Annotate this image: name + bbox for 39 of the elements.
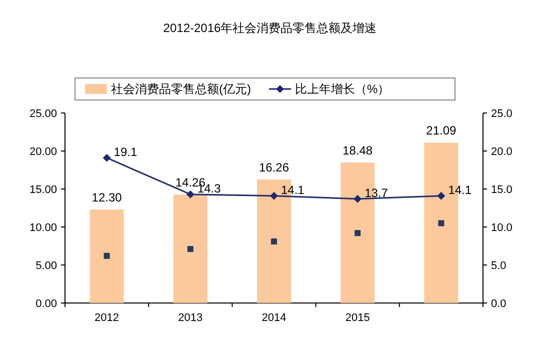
point	[187, 246, 194, 252]
x-tick-label: 2013	[178, 312, 203, 324]
bar	[90, 210, 124, 303]
data-label: 21.09	[426, 124, 457, 138]
point	[270, 192, 278, 200]
chart-title: 2012-2016年社会消费品零售总额及增速	[163, 21, 377, 35]
point	[354, 230, 361, 236]
data-label: 13.7	[364, 186, 388, 200]
data-label: 14.1	[448, 182, 472, 197]
legend-label: 社会消费品零售总额(亿元)	[111, 82, 251, 96]
x-tick-label: 2015	[345, 312, 370, 324]
data-label: 18.48	[342, 144, 373, 158]
point	[354, 194, 362, 203]
point	[104, 252, 110, 259]
y-tick-label: 25.00	[29, 108, 57, 120]
y2-tick-label: 5.0	[491, 260, 506, 272]
y-tick-label: 0.00	[36, 298, 57, 310]
y2-tick-label: 20.0	[491, 146, 512, 158]
y2-tick-label: 15.0	[491, 184, 512, 196]
point	[102, 154, 111, 162]
legend-label: 比上年增长（%）	[295, 82, 390, 96]
x-tick-label: 2014	[262, 312, 286, 324]
y-tick-label: 15.00	[29, 184, 57, 196]
data-label: 12.30	[92, 190, 122, 205]
data-label: 19.1	[114, 144, 138, 159]
point	[271, 238, 277, 244]
point	[438, 220, 444, 226]
data-label: 16.26	[258, 160, 290, 174]
y2-tick-label: 25.0	[491, 108, 512, 120]
data-label: 14.1	[281, 182, 305, 197]
point	[437, 192, 446, 200]
point	[186, 190, 194, 198]
y-tick-label: 5.00	[36, 260, 57, 272]
x-tick-label: 2012	[94, 312, 120, 324]
bar	[173, 194, 208, 303]
y-tick-label: 10.00	[29, 222, 57, 234]
y2-tick-label: 0.0	[491, 298, 506, 310]
y2-tick-label: 10.0	[491, 222, 512, 234]
y-tick-label: 20.00	[29, 146, 57, 158]
